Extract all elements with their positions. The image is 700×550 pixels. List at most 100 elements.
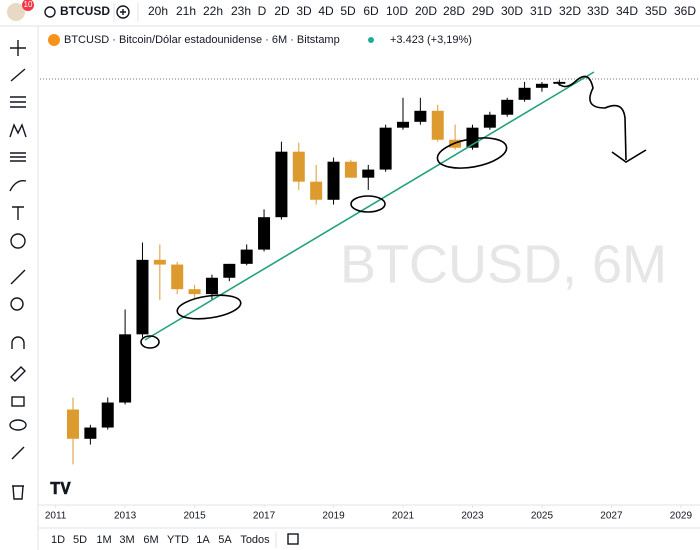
range-button[interactable]: 5D: [73, 534, 87, 546]
x-tick-label: 2025: [531, 511, 554, 522]
time-axis: 2011 2013 2015 2017 2019 2021 2023 2025 2027 2029: [45, 505, 692, 522]
interval-button[interactable]: 35D: [645, 4, 667, 18]
x-tick-label: 2019: [322, 511, 345, 522]
candle-body: [153, 259, 166, 265]
ellipse: [140, 335, 160, 349]
badge: 10: [24, 0, 33, 9]
ruler-tool[interactable]: [10, 269, 26, 285]
symbol[interactable]: BTCUSD: [60, 4, 110, 18]
zoom-tool[interactable]: [10, 297, 24, 311]
interval-button[interactable]: 6D: [363, 4, 379, 18]
candle-body: [431, 110, 444, 140]
legend-change: +3.423 (+3,19%): [390, 34, 472, 46]
candle-body: [518, 87, 531, 100]
interval-button[interactable]: 29D: [472, 4, 494, 18]
arrow-head: [611, 149, 647, 163]
range-button[interactable]: 1A: [196, 534, 210, 546]
watermark: BTCUSD, 6M: [340, 234, 667, 294]
ellipse: [350, 195, 386, 213]
visibility-tool[interactable]: [9, 419, 27, 431]
interval-bar: 20h 21h 22h 23h D 2D 3D 4D 5D 6D 10D 20D 28D 29D 30D 31…: [148, 4, 696, 18]
pattern-tool[interactable]: [9, 123, 27, 138]
x-tick-label: 2027: [600, 511, 623, 522]
candle-body: [223, 263, 236, 278]
candle-body: [553, 81, 566, 84]
text-tool[interactable]: [12, 206, 24, 220]
arrow-path: [556, 75, 627, 161]
range-button[interactable]: 1M: [96, 534, 111, 546]
candle-body: [414, 110, 427, 122]
candle-body: [379, 127, 392, 170]
interval-button[interactable]: 23h: [231, 4, 251, 18]
interval-button[interactable]: D: [258, 4, 267, 18]
range-button[interactable]: 5A: [218, 534, 232, 546]
x-tick-label: 2013: [114, 511, 137, 522]
x-tick-label: 2021: [392, 511, 415, 522]
search-icon[interactable]: [44, 6, 56, 18]
emoji-tool[interactable]: [10, 233, 26, 249]
trendline-tool[interactable]: [10, 68, 26, 82]
badge-bg: [22, 0, 34, 11]
range-button[interactable]: 1D: [51, 534, 65, 546]
candle-body: [205, 277, 218, 295]
left-toolbar: [9, 40, 27, 500]
bitcoin-icon: [48, 34, 60, 46]
interval-button[interactable]: 3D: [296, 4, 312, 18]
interval-button[interactable]: 4D: [318, 4, 334, 18]
range-button[interactable]: 6M: [143, 534, 158, 546]
candle-body: [171, 264, 184, 290]
interval-button[interactable]: 5D: [340, 4, 356, 18]
candle-body: [397, 121, 409, 128]
interval-button[interactable]: 28D: [443, 4, 465, 18]
link-tool[interactable]: [11, 446, 25, 460]
candle-body: [483, 114, 496, 128]
plot: [67, 79, 566, 465]
range-button[interactable]: 3M: [119, 534, 134, 546]
legend-title: BTCUSD · Bitcoin/Dólar estadounidense · …: [64, 34, 340, 46]
delete-tool[interactable]: [12, 485, 24, 500]
interval-button[interactable]: 21h: [176, 4, 196, 18]
ellipse: [436, 137, 508, 169]
candle-body: [344, 161, 357, 178]
interval-button[interactable]: 36D: [674, 4, 696, 18]
x-tick-label: 2023: [461, 511, 484, 522]
interval-button[interactable]: 32D: [559, 4, 581, 18]
candle-body: [67, 409, 79, 439]
candle-body: [501, 99, 514, 115]
interval-button[interactable]: 22h: [203, 4, 223, 18]
x-tick-label: 2015: [183, 511, 206, 522]
crosshair-tool[interactable]: [10, 40, 26, 56]
brush-tool[interactable]: [9, 180, 27, 192]
candle-body: [310, 181, 323, 200]
avatar[interactable]: [7, 3, 25, 21]
add-symbol-plus: [120, 9, 126, 15]
magnet-tool[interactable]: [11, 336, 25, 349]
candle-body: [188, 289, 201, 295]
candle-body: [258, 217, 271, 250]
interval-button[interactable]: 30D: [501, 4, 523, 18]
candle-body: [275, 151, 288, 218]
goto-date[interactable]: [287, 533, 299, 545]
interval-button[interactable]: 20h: [148, 4, 168, 18]
range-button[interactable]: YTD: [167, 534, 189, 546]
add-symbol[interactable]: [116, 5, 130, 19]
interval-button[interactable]: 2D: [274, 4, 290, 18]
forecast-tool[interactable]: [10, 152, 26, 162]
interval-button[interactable]: 34D: [616, 4, 638, 18]
ellipse: [176, 294, 242, 320]
range-button[interactable]: Todos: [240, 534, 270, 546]
lock-tool[interactable]: [11, 396, 25, 407]
x-tick-label: 2011: [45, 511, 67, 522]
range-bar: 1D 5D 1M 3M 6M YTD 1A 5A Todos: [51, 534, 270, 546]
interval-button[interactable]: 33D: [587, 4, 609, 18]
status-dot: [368, 37, 374, 43]
interval-button[interactable]: 20D: [415, 4, 437, 18]
candle-body: [292, 151, 305, 182]
candle-body: [136, 259, 149, 335]
lock-drawing-tool[interactable]: [10, 366, 26, 382]
fib-tool[interactable]: [10, 96, 26, 108]
interval-button[interactable]: 10D: [386, 4, 408, 18]
interval-button[interactable]: 31D: [530, 4, 552, 18]
annotations: [140, 75, 647, 349]
